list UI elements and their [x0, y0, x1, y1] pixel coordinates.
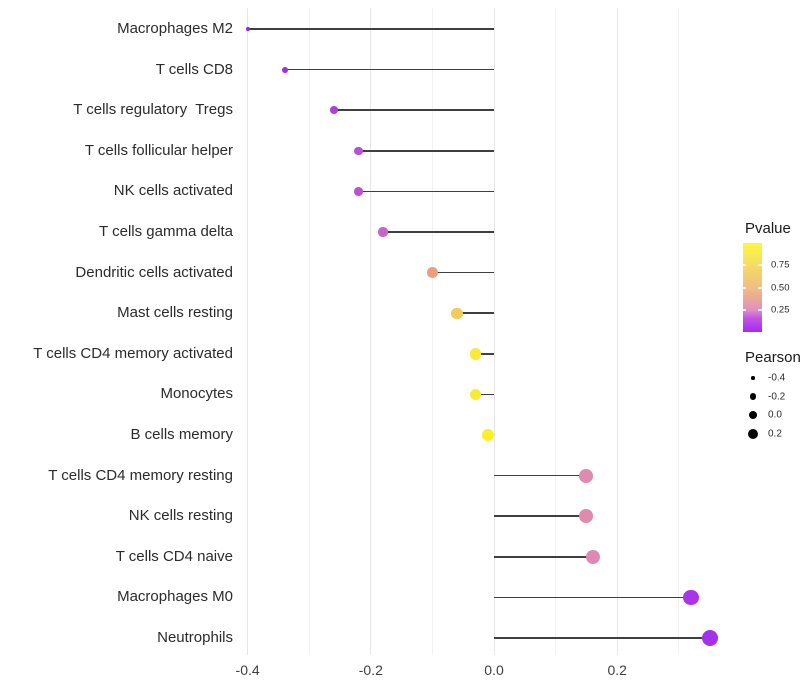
lollipop-dot	[354, 146, 363, 156]
category-label: NK cells resting	[128, 507, 233, 525]
pearson-key-label: 0.2	[768, 428, 782, 439]
category-label: Macrophages M0	[117, 588, 233, 606]
major-gridline	[616, 8, 618, 655]
category-label: Dendritic cells activated	[75, 263, 233, 281]
pearson-key-label: -0.4	[768, 372, 786, 384]
category-label: Monocytes	[160, 385, 233, 403]
lollipop-stem	[247, 28, 494, 30]
category-label: T cells CD4 naive	[115, 547, 233, 565]
pearson-key-dot	[748, 428, 758, 439]
pearson-key-label: -0.2	[768, 391, 786, 402]
colorbar-tick-label: 0.50	[771, 282, 790, 293]
lollipop-stem	[475, 393, 494, 396]
lollipop-stem	[383, 231, 494, 233]
colorbar-tick	[743, 264, 746, 267]
lollipop-dot	[354, 187, 363, 196]
lollipop-dot	[427, 267, 438, 278]
colorbar-tick-label: 0.75	[771, 259, 790, 271]
x-tick-label: 0.2	[607, 662, 627, 678]
colorbar-tick-label: 0.25	[771, 304, 790, 316]
category-label: Macrophages M2	[117, 20, 233, 37]
lollipop-dot	[481, 429, 494, 441]
lollipop-stem	[358, 190, 494, 193]
lollipop-stem	[494, 474, 587, 477]
lollipop-dot	[451, 307, 463, 319]
pearson-key-dot	[749, 393, 757, 400]
pearson-key-dot	[748, 410, 758, 420]
minor-gridline	[308, 8, 310, 655]
lollipop-dot	[701, 630, 718, 646]
colorbar-tick	[758, 308, 762, 311]
pvalue-legend-title: Pvalue	[745, 220, 791, 237]
lollipop-dot	[378, 227, 388, 237]
major-gridline	[247, 8, 249, 655]
colorbar-tick	[758, 286, 762, 289]
major-gridline	[493, 8, 495, 655]
category-label: NK cells activated	[113, 182, 233, 200]
pvalue-colorbar	[743, 243, 762, 332]
category-label: T cells CD8	[155, 60, 233, 78]
category-label: T cells follicular helper	[84, 141, 233, 159]
lollipop-dot	[683, 589, 699, 606]
minor-gridline	[678, 8, 680, 655]
colorbar-tick	[743, 286, 746, 289]
minor-gridline	[555, 8, 557, 655]
colorbar-tick	[758, 264, 762, 267]
major-gridline	[370, 8, 372, 655]
lollipop-dot	[281, 66, 288, 73]
lollipop-stem	[494, 637, 710, 639]
lollipop-dot	[579, 468, 594, 483]
lollipop-dot	[245, 27, 250, 31]
pearson-legend-title: Pearson	[745, 349, 800, 366]
lollipop-dot	[329, 106, 338, 115]
category-label: T cells gamma delta	[99, 223, 233, 240]
category-label: Neutrophils	[157, 629, 233, 646]
lollipop-stem	[284, 68, 494, 71]
x-tick-label: -0.2	[358, 662, 383, 678]
lollipop-stem	[333, 109, 494, 111]
lollipop-stem	[457, 312, 494, 314]
category-label: B cells memory	[130, 426, 233, 443]
category-label: T cells regulatory Tregs	[73, 101, 233, 119]
colorbar-tick	[743, 308, 746, 311]
minor-gridline	[431, 8, 433, 655]
category-label: Mast cells resting	[117, 304, 233, 322]
lollipop-stem	[358, 150, 494, 152]
lollipop-stem	[475, 353, 494, 355]
lollipop-stem	[494, 596, 692, 599]
pearson-key-label: 0.0	[768, 409, 782, 421]
x-tick-label: -0.4	[235, 662, 260, 678]
pearson-key-dot	[751, 376, 755, 380]
lollipop-stem	[494, 515, 587, 517]
lollipop-stem	[494, 556, 593, 558]
lollipop-dot	[469, 388, 482, 401]
x-tick-label: 0.0	[484, 662, 504, 678]
category-label: T cells CD4 memory resting	[48, 466, 233, 484]
category-label: T cells CD4 memory activated	[33, 344, 233, 362]
lollipop-dot	[469, 348, 482, 360]
lollipop-dot	[585, 549, 600, 564]
lollipop-stem	[432, 271, 494, 274]
lollipop-dot	[579, 509, 594, 524]
